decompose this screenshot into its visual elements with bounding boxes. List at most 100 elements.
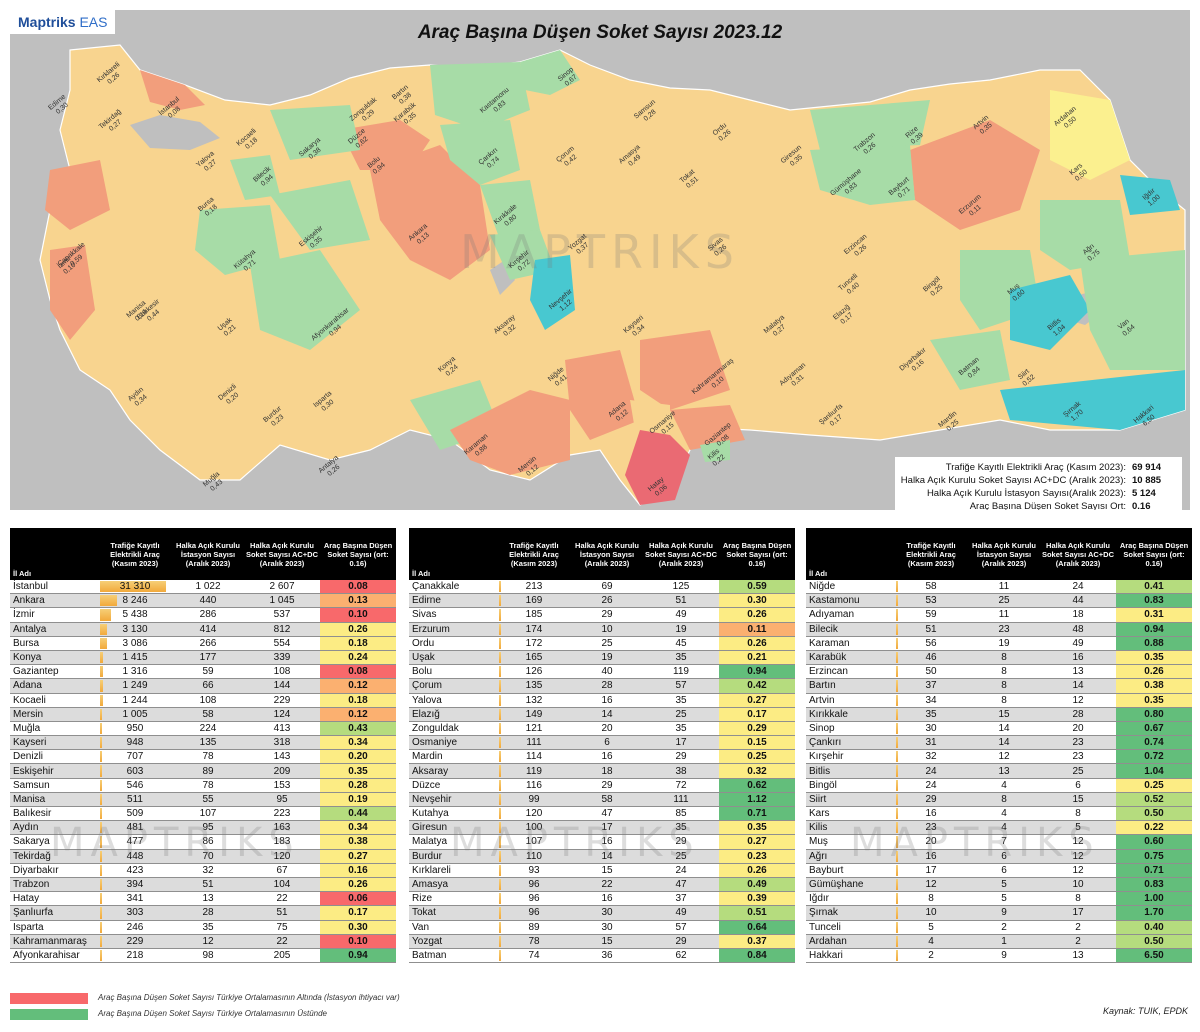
vehicle-count-cell: 46: [894, 650, 968, 666]
table-header-row: İl Adı Trafiğe Kayıtlı Elektrikli Araç (K…: [409, 528, 795, 580]
socket-count-cell: 29: [643, 834, 719, 850]
table-row: Amasya 96 22 47 0.49: [409, 877, 795, 893]
socket-count-cell: 812: [244, 622, 320, 637]
table-row: Bingöl 24 4 6 0.25: [806, 778, 1192, 793]
vehicle-count-cell: 56: [894, 636, 968, 651]
vehicle-count-value: 35: [925, 708, 937, 720]
socket-per-vehicle-cell: 0.30: [320, 920, 396, 935]
station-count-cell: 177: [172, 650, 244, 666]
table-row: Kırıkkale 35 15 28 0.80: [806, 707, 1192, 722]
vehicle-count-value: 3 130: [122, 623, 148, 635]
province-name-cell: Kahramanmaraş: [10, 934, 98, 949]
vehicle-count-bar: [100, 751, 102, 763]
province-name-cell: Giresun: [409, 820, 497, 836]
column-header-sockets[interactable]: Halka Açık Kurulu Soket Sayısı AC+DC (Ar…: [244, 528, 320, 580]
column-header-ratio[interactable]: Araç Başına Düşen Soket Sayısı (ort: 0.1…: [1116, 528, 1192, 580]
socket-per-vehicle-cell: 0.44: [320, 806, 396, 822]
region-ankara: [370, 145, 490, 280]
vehicle-count-cell: 59: [894, 607, 968, 623]
vehicle-count-bar: [499, 708, 501, 720]
socket-per-vehicle-cell: 0.29: [719, 721, 795, 737]
vehicle-count-cell: 1 415: [98, 650, 172, 666]
vehicle-count-bar: [100, 737, 102, 749]
socket-count-cell: 229: [244, 693, 320, 708]
column-header-ratio[interactable]: Araç Başına Düşen Soket Sayısı (ort: 0.1…: [719, 528, 795, 580]
province-name-cell: Iğdır: [806, 891, 894, 907]
column-header-name[interactable]: İl Adı: [409, 528, 497, 580]
socket-count-cell: 85: [643, 806, 719, 822]
table-row: Osmaniye 111 6 17 0.15: [409, 735, 795, 751]
source-note: Kaynak: TUIK, EPDK: [1102, 1006, 1188, 1016]
socket-count-cell: 25: [1040, 763, 1116, 779]
region-trabzon-rize: [810, 100, 930, 150]
province-name-cell: Kırklareli: [409, 863, 497, 878]
socket-count-cell: 318: [244, 735, 320, 751]
socket-per-vehicle-cell: 0.39: [719, 891, 795, 907]
vehicle-count-bar: [896, 737, 898, 749]
station-count-cell: 107: [172, 806, 244, 822]
table-row: Edirne 169 26 51 0.30: [409, 593, 795, 609]
vehicle-count-cell: 4: [894, 934, 968, 949]
table-row: Şanlıurfa 303 28 51 0.17: [10, 905, 396, 921]
table-row: Mersin 1 005 58 124 0.12: [10, 707, 396, 722]
vehicle-count-bar: [896, 708, 898, 720]
column-header-stations[interactable]: Halka Açık Kurulu İstasyon Sayısı (Aralı…: [571, 528, 643, 580]
region-sakarya-duzce: [270, 105, 360, 160]
socket-per-vehicle-cell: 0.10: [320, 934, 396, 949]
table-row: Burdur 110 14 25 0.23: [409, 849, 795, 864]
province-name-cell: Balıkesir: [10, 806, 98, 822]
vehicle-count-bar: [499, 836, 501, 848]
table-row: Aksaray 119 18 38 0.32: [409, 763, 795, 779]
socket-count-cell: 2: [1040, 934, 1116, 949]
socket-per-vehicle-cell: 0.06: [320, 891, 396, 907]
vehicle-count-value: 1 005: [122, 708, 148, 720]
vehicle-count-cell: 96: [497, 891, 571, 907]
column-header-name[interactable]: İl Adı: [806, 528, 894, 580]
station-count-cell: 8: [968, 678, 1040, 694]
vehicle-count-bar: [100, 836, 102, 848]
column-header-sockets[interactable]: Halka Açık Kurulu Soket Sayısı AC+DC (Ar…: [1040, 528, 1116, 580]
column-header-stations[interactable]: Halka Açık Kurulu İstasyon Sayısı (Aralı…: [172, 528, 244, 580]
vehicle-count-bar: [896, 651, 898, 664]
station-count-cell: 16: [571, 749, 643, 765]
vehicle-count-bar: [100, 609, 112, 621]
column-header-ratio[interactable]: Araç Başına Düşen Soket Sayısı (ort: 0.1…: [320, 528, 396, 580]
table-watermark-3: MAPTRIKS: [850, 820, 1100, 866]
vehicle-count-value: 34: [925, 694, 937, 706]
station-count-cell: 8: [968, 693, 1040, 708]
vehicle-count-cell: 96: [497, 905, 571, 921]
table-row: Gümüşhane 12 5 10 0.83: [806, 877, 1192, 893]
column-header-cars[interactable]: Trafiğe Kayıtlı Elektrikli Araç (Kasım 2…: [497, 528, 571, 580]
vehicle-count-value: 24: [925, 765, 937, 777]
province-map: Maptriks EAS Araç Başına Düşen Soket Say…: [10, 10, 1190, 510]
vehicle-count-value: 511: [127, 793, 143, 805]
socket-per-vehicle-cell: 0.23: [719, 849, 795, 864]
column-header-name[interactable]: İl Adı: [10, 528, 98, 580]
socket-count-cell: 5: [1040, 820, 1116, 836]
socket-count-cell: 48: [1040, 622, 1116, 637]
vehicle-count-value: 17: [925, 864, 937, 876]
station-count-cell: 8: [968, 650, 1040, 666]
table-row: Adana 1 249 66 144 0.12: [10, 678, 396, 694]
station-count-cell: 224: [172, 721, 244, 737]
station-count-cell: 30: [571, 905, 643, 921]
socket-per-vehicle-cell: 0.74: [1116, 735, 1192, 751]
socket-per-vehicle-cell: 0.18: [320, 693, 396, 708]
province-name-cell: Muş: [806, 834, 894, 850]
socket-count-cell: 15: [1040, 792, 1116, 808]
table-row: Aydın 481 95 163 0.34: [10, 820, 396, 836]
column-header-sockets[interactable]: Halka Açık Kurulu Soket Sayısı AC+DC (Ar…: [643, 528, 719, 580]
table-watermark-1: MAPTRIKS: [50, 820, 300, 866]
vehicle-count-cell: 35: [894, 707, 968, 722]
vehicle-count-bar: [896, 793, 898, 805]
province-name-cell: Ardahan: [806, 934, 894, 949]
column-header-cars[interactable]: Trafiğe Kayıtlı Elektrikli Araç (Kasım 2…: [894, 528, 968, 580]
vehicle-count-bar: [499, 921, 501, 933]
column-header-cars[interactable]: Trafiğe Kayıtlı Elektrikli Araç (Kasım 2…: [98, 528, 172, 580]
station-count-cell: 15: [571, 863, 643, 878]
socket-count-cell: 339: [244, 650, 320, 666]
socket-per-vehicle-cell: 0.19: [320, 792, 396, 808]
province-name-cell: Adana: [10, 678, 98, 694]
data-table: İl Adı Trafiğe Kayıtlı Elektrikli Araç (K…: [409, 528, 795, 964]
column-header-stations[interactable]: Halka Açık Kurulu İstasyon Sayısı (Aralı…: [968, 528, 1040, 580]
